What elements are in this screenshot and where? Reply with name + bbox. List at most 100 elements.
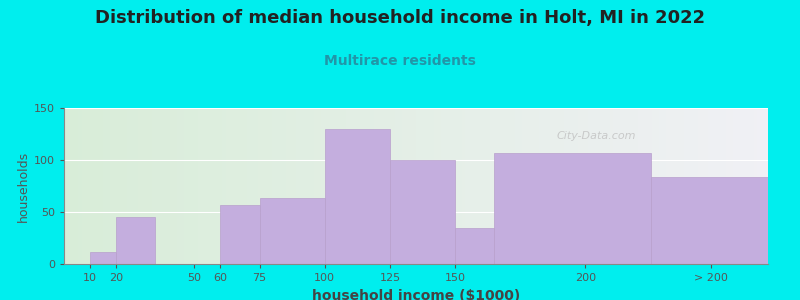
Bar: [747, 108, 750, 264]
Bar: [194, 108, 198, 264]
Bar: [655, 108, 659, 264]
Bar: [514, 108, 518, 264]
Bar: [293, 108, 296, 264]
Bar: [701, 108, 705, 264]
Bar: [694, 108, 698, 264]
Bar: [670, 108, 673, 264]
Bar: [627, 108, 630, 264]
Bar: [391, 108, 395, 264]
Bar: [286, 108, 290, 264]
Bar: [507, 108, 511, 264]
Bar: [170, 108, 173, 264]
Bar: [730, 108, 733, 264]
Bar: [259, 199, 325, 264]
Bar: [159, 108, 162, 264]
Y-axis label: households: households: [17, 150, 30, 222]
Bar: [325, 108, 328, 264]
Bar: [155, 108, 159, 264]
Bar: [501, 108, 504, 264]
Bar: [198, 108, 202, 264]
Bar: [318, 108, 321, 264]
Bar: [409, 108, 413, 264]
Bar: [437, 108, 441, 264]
Bar: [486, 108, 490, 264]
Bar: [208, 108, 212, 264]
Bar: [490, 108, 494, 264]
Bar: [247, 108, 250, 264]
Bar: [511, 108, 514, 264]
Bar: [278, 108, 282, 264]
Bar: [606, 108, 610, 264]
Bar: [402, 108, 406, 264]
Bar: [233, 108, 237, 264]
Bar: [120, 108, 124, 264]
Bar: [413, 108, 416, 264]
Bar: [398, 108, 402, 264]
Bar: [599, 108, 602, 264]
Bar: [441, 108, 444, 264]
Bar: [205, 108, 208, 264]
Bar: [557, 108, 560, 264]
Bar: [448, 108, 451, 264]
Bar: [384, 108, 388, 264]
Bar: [705, 108, 708, 264]
Bar: [374, 108, 378, 264]
Bar: [645, 108, 648, 264]
Bar: [462, 108, 466, 264]
Bar: [116, 217, 155, 264]
Bar: [296, 108, 300, 264]
Bar: [152, 108, 155, 264]
Bar: [743, 108, 747, 264]
Bar: [754, 108, 758, 264]
Bar: [282, 108, 286, 264]
Bar: [662, 108, 666, 264]
Bar: [529, 108, 532, 264]
Bar: [444, 108, 448, 264]
Bar: [219, 108, 222, 264]
Bar: [624, 108, 627, 264]
Bar: [479, 108, 483, 264]
Bar: [736, 108, 740, 264]
Bar: [585, 108, 589, 264]
Bar: [74, 108, 78, 264]
Bar: [690, 108, 694, 264]
Bar: [314, 108, 318, 264]
Bar: [698, 108, 701, 264]
Bar: [560, 108, 564, 264]
Bar: [226, 108, 230, 264]
Bar: [715, 108, 718, 264]
Bar: [426, 108, 430, 264]
Bar: [451, 108, 454, 264]
Bar: [149, 108, 152, 264]
Bar: [666, 108, 670, 264]
Bar: [243, 108, 247, 264]
Bar: [602, 108, 606, 264]
Bar: [162, 108, 166, 264]
Bar: [430, 108, 434, 264]
Bar: [180, 108, 184, 264]
Bar: [184, 108, 187, 264]
Bar: [67, 108, 71, 264]
Bar: [712, 108, 715, 264]
Bar: [237, 108, 240, 264]
Bar: [142, 108, 145, 264]
Bar: [356, 108, 360, 264]
Bar: [187, 108, 190, 264]
Bar: [680, 108, 683, 264]
Bar: [582, 108, 585, 264]
Bar: [634, 108, 638, 264]
Bar: [423, 108, 426, 264]
Bar: [458, 108, 462, 264]
Bar: [761, 108, 765, 264]
Bar: [221, 205, 259, 264]
Bar: [272, 108, 275, 264]
Bar: [166, 108, 170, 264]
Bar: [454, 108, 458, 264]
Bar: [131, 108, 134, 264]
Bar: [366, 108, 370, 264]
Bar: [542, 108, 546, 264]
Bar: [92, 108, 96, 264]
Bar: [765, 108, 768, 264]
Bar: [325, 129, 390, 264]
Bar: [173, 108, 177, 264]
